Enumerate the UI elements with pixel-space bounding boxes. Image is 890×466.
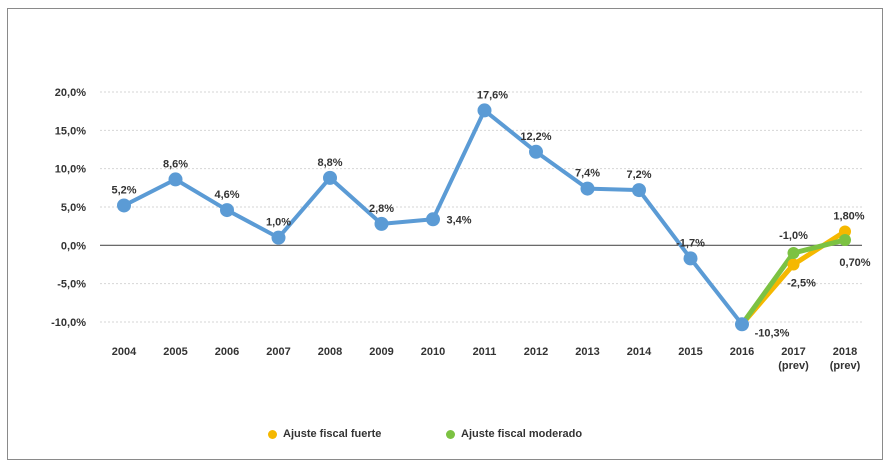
legend-item-fuerte: Ajuste fiscal fuerte <box>268 428 381 440</box>
data-point <box>787 247 800 259</box>
data-point <box>374 216 389 231</box>
data-point <box>477 103 492 118</box>
x-tick-label: 2009 <box>369 346 393 358</box>
legend-label: Ajuste fiscal moderado <box>461 428 583 440</box>
series-points <box>117 103 851 332</box>
x-tick-label: 2004 <box>112 346 137 358</box>
x-tick-label: 2007 <box>266 346 290 358</box>
data-point <box>426 212 440 227</box>
data-point <box>117 198 131 213</box>
data-label: -1,7% <box>676 237 705 249</box>
x-tick-label: 2016 <box>730 346 754 358</box>
data-label: -10,3% <box>755 327 790 339</box>
legend-item-moderado: Ajuste fiscal moderado <box>446 428 582 440</box>
data-point <box>735 317 749 332</box>
data-point <box>220 203 234 218</box>
chart-frame <box>7 8 883 460</box>
data-point <box>580 181 595 196</box>
series-lines <box>122 108 848 327</box>
gridlines <box>100 91 862 323</box>
x-tick-label: 2011 <box>473 346 497 358</box>
y-tick-label: -10,0% <box>51 317 86 329</box>
legend-swatch-icon <box>268 429 277 439</box>
data-point <box>683 251 698 266</box>
y-tick-label: 20,0% <box>55 87 86 99</box>
data-point <box>168 172 183 187</box>
x-tick-label: 2012 <box>524 346 548 358</box>
y-axis-ticks: 20,0% 15,0% 10,0% 5,0% 0,0% -5,0% -10,0% <box>51 87 86 329</box>
x-tick-label: 2005 <box>163 346 187 358</box>
data-label: 17,6% <box>477 89 508 101</box>
data-label: 1,80% <box>833 211 864 223</box>
data-point <box>787 258 800 271</box>
data-label: 7,4% <box>575 168 600 180</box>
x-tick-label: 2015 <box>678 346 702 358</box>
x-tick-label: 2013 <box>575 346 599 358</box>
x-tick-label: 2010 <box>421 346 445 358</box>
data-label: 0,70% <box>839 257 870 269</box>
data-label: 4,6% <box>214 189 239 201</box>
x-tick-label: 2006 <box>215 346 239 358</box>
legend-swatch-icon <box>446 429 455 439</box>
data-point <box>839 233 851 246</box>
data-label: 1,0% <box>266 217 291 229</box>
y-tick-label: 0,0% <box>61 240 86 252</box>
data-label: 8,6% <box>163 158 188 170</box>
data-labels: 5,2% 8,6% 4,6% 1,0% 8,8% 2,8% 3,4% 17,6% 12,2% 7,… <box>111 89 870 339</box>
x-tick-label: 2014 <box>627 346 652 358</box>
y-tick-label: -5,0% <box>57 279 86 291</box>
data-label: 2,8% <box>369 203 394 215</box>
y-tick-label: 5,0% <box>61 202 86 214</box>
data-label: -1,0% <box>779 230 808 242</box>
data-label: 3,4% <box>446 214 471 226</box>
y-tick-label: 15,0% <box>55 125 86 137</box>
data-point <box>323 170 337 185</box>
data-label: 8,8% <box>317 157 342 169</box>
data-point <box>529 144 543 159</box>
x-axis-ticks: 2004 2005 2006 2007 2008 2009 2010 2011 2012 2013… <box>112 346 861 372</box>
data-point <box>839 225 851 238</box>
x-tick-label: 2008 <box>318 346 342 358</box>
x-tick-sublabel: (prev) <box>830 360 861 372</box>
x-tick-sublabel: (prev) <box>778 360 809 372</box>
data-label: 5,2% <box>111 184 136 196</box>
data-label: 7,2% <box>626 169 651 181</box>
data-label: 12,2% <box>520 131 551 143</box>
x-tick-label: 2017 <box>781 346 805 358</box>
data-label: -2,5% <box>787 278 816 290</box>
y-tick-label: 10,0% <box>55 164 86 176</box>
x-tick-label: 2018 <box>833 346 857 358</box>
data-point <box>271 230 286 245</box>
legend-label: Ajuste fiscal fuerte <box>283 428 382 440</box>
data-point <box>632 183 646 198</box>
